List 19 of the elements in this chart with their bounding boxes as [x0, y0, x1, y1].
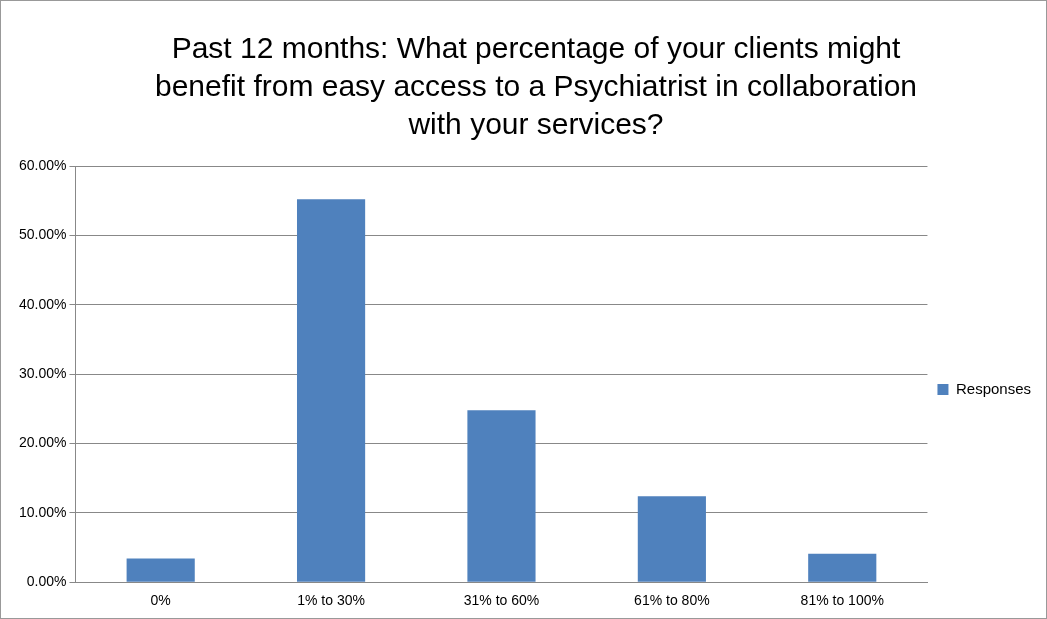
y-tick-label: 60.00%	[19, 156, 67, 173]
y-tick-label: 0.00%	[26, 573, 67, 590]
y-tick-label: 20.00%	[19, 434, 67, 451]
x-tick-label: 1% to 30%	[297, 592, 365, 609]
bar	[126, 558, 195, 582]
chart-title: Past 12 months: What percentage of your clients might benefit from easy access to a Psychiatrist in collaboration with your services?	[154, 30, 918, 142]
y-tick-label: 40.00%	[19, 295, 67, 312]
bar	[808, 553, 877, 582]
bar	[467, 410, 536, 582]
x-tick-label: 81% to 100%	[800, 592, 884, 609]
y-tick-label: 10.00%	[19, 503, 67, 520]
bar	[297, 199, 366, 582]
bar	[637, 496, 706, 582]
legend-label: Responses	[955, 379, 1031, 397]
x-tick-label: 61% to 80%	[634, 592, 710, 609]
x-tick-label: 0%	[150, 592, 171, 609]
x-tick-label: 31% to 60%	[463, 592, 540, 609]
y-tick-label: 50.00%	[19, 226, 67, 243]
y-tick-label: 30.00%	[19, 364, 67, 381]
